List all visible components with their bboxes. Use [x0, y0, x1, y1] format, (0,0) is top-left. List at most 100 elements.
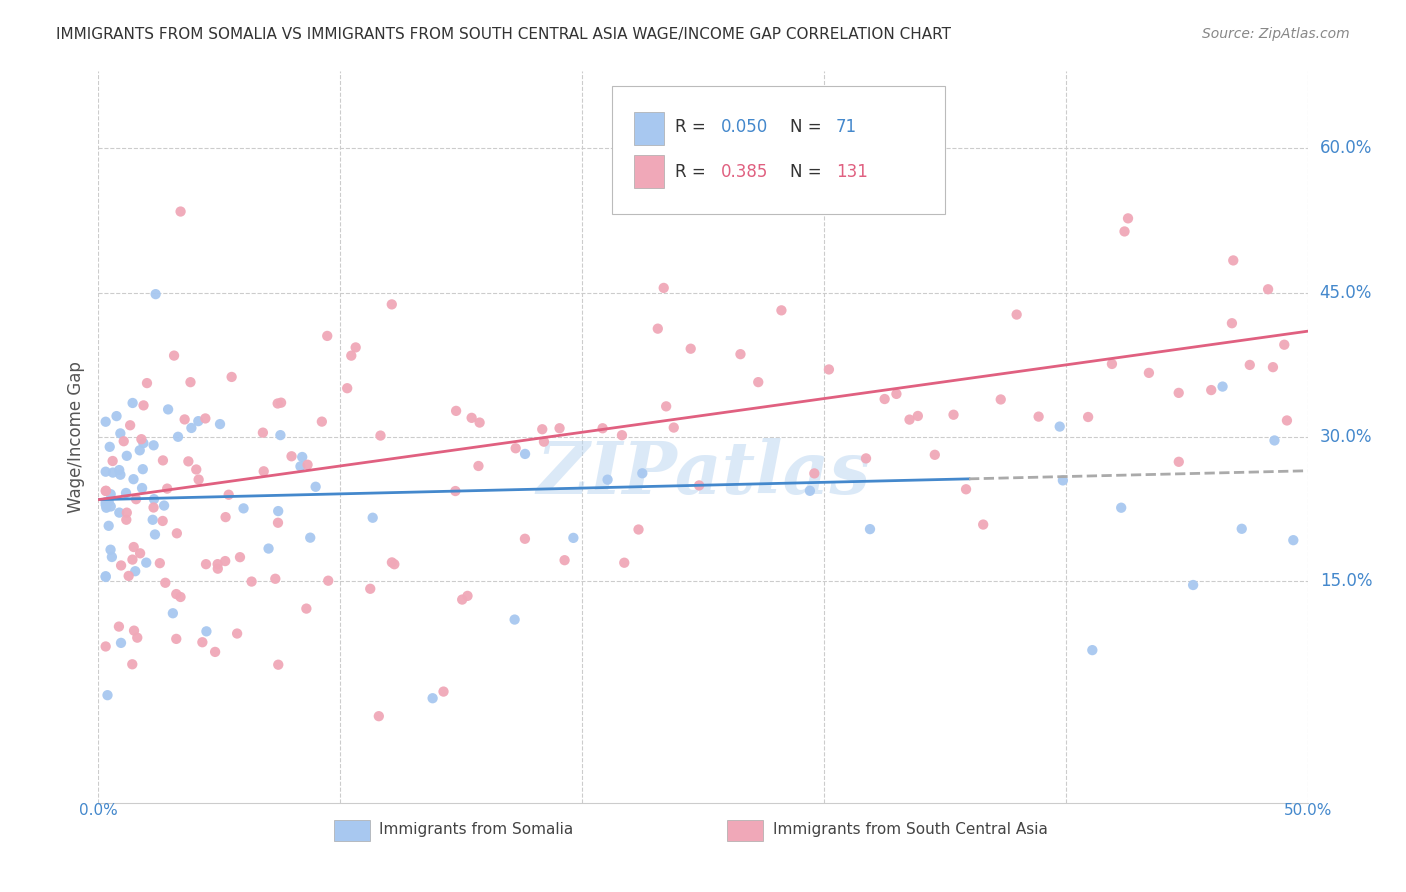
Point	[688, 478, 710, 492]
Point	[94, 498, 117, 512]
Point	[214, 510, 236, 524]
Text: N =: N =	[790, 118, 827, 136]
Point	[1109, 500, 1132, 515]
Text: 50.0%: 50.0%	[1284, 803, 1331, 818]
Point	[187, 414, 209, 428]
Point	[290, 459, 312, 474]
Point	[142, 500, 165, 515]
Point	[94, 483, 117, 498]
Text: ZIPatlas: ZIPatlas	[536, 438, 870, 509]
Text: Source: ZipAtlas.com: Source: ZipAtlas.com	[1202, 27, 1350, 41]
Point	[444, 483, 467, 498]
Text: R =: R =	[675, 162, 711, 180]
Point	[149, 556, 172, 570]
Point	[94, 465, 117, 479]
Text: 71: 71	[837, 118, 858, 136]
Point	[266, 396, 288, 410]
Point	[548, 421, 571, 435]
Point	[166, 526, 188, 541]
Point	[1114, 224, 1136, 238]
Point	[340, 349, 363, 363]
Point	[105, 409, 128, 423]
Point	[167, 430, 190, 444]
Point	[1222, 253, 1244, 268]
Point	[94, 495, 117, 509]
Point	[1116, 211, 1139, 226]
Point	[990, 392, 1012, 407]
Point	[155, 575, 177, 590]
Point	[257, 541, 280, 556]
Point	[229, 550, 252, 565]
Point	[207, 562, 229, 576]
Point	[270, 395, 292, 409]
Point	[381, 555, 404, 569]
Point	[122, 472, 145, 486]
Point	[110, 636, 132, 650]
Point	[110, 467, 132, 482]
Point	[505, 442, 527, 456]
Point	[253, 464, 276, 478]
Point	[457, 589, 479, 603]
Point	[267, 516, 290, 530]
Point	[554, 553, 576, 567]
Point	[267, 657, 290, 672]
FancyBboxPatch shape	[634, 112, 664, 145]
Point	[157, 402, 180, 417]
Point	[142, 513, 165, 527]
Point	[204, 645, 226, 659]
Point	[533, 434, 555, 449]
Point	[1212, 379, 1234, 393]
Text: 30.0%: 30.0%	[1320, 428, 1372, 446]
Point	[100, 500, 122, 514]
Text: IMMIGRANTS FROM SOMALIA VS IMMIGRANTS FROM SOUTH CENTRAL ASIA WAGE/INCOME GAP CO: IMMIGRANTS FROM SOMALIA VS IMMIGRANTS FR…	[56, 27, 952, 42]
Point	[169, 590, 191, 604]
Point	[124, 564, 146, 578]
Point	[264, 572, 287, 586]
Point	[382, 558, 405, 572]
Point	[627, 523, 650, 537]
Point	[297, 458, 319, 472]
Point	[1101, 357, 1123, 371]
Point	[101, 454, 124, 468]
Point	[122, 540, 145, 554]
Point	[131, 432, 153, 446]
Point	[631, 467, 654, 481]
Point	[280, 450, 302, 464]
Point	[94, 569, 117, 583]
FancyBboxPatch shape	[335, 821, 371, 841]
Point	[118, 569, 141, 583]
Point	[101, 466, 124, 480]
Point	[316, 574, 339, 588]
Point	[422, 691, 444, 706]
Point	[468, 416, 491, 430]
Point	[214, 554, 236, 568]
Point	[97, 518, 120, 533]
Point	[156, 482, 179, 496]
Point	[1137, 366, 1160, 380]
Point	[1182, 578, 1205, 592]
Point	[316, 329, 339, 343]
Point	[1049, 419, 1071, 434]
Point	[162, 607, 184, 621]
Text: Immigrants from Somalia: Immigrants from Somalia	[380, 822, 574, 838]
Point	[194, 411, 217, 425]
Point	[132, 436, 155, 450]
Point	[942, 408, 965, 422]
Point	[129, 546, 152, 560]
Text: 15.0%: 15.0%	[1320, 573, 1372, 591]
Point	[173, 412, 195, 426]
Point	[652, 281, 675, 295]
Point	[267, 504, 290, 518]
Point	[127, 631, 149, 645]
Point	[232, 501, 254, 516]
Text: 0.385: 0.385	[721, 162, 769, 180]
Point	[295, 601, 318, 615]
Point	[647, 321, 669, 335]
Point	[610, 428, 633, 442]
Point	[187, 473, 209, 487]
Point	[1261, 360, 1284, 375]
Point	[169, 204, 191, 219]
Point	[1167, 385, 1189, 400]
Point	[655, 400, 678, 414]
Point	[381, 297, 404, 311]
